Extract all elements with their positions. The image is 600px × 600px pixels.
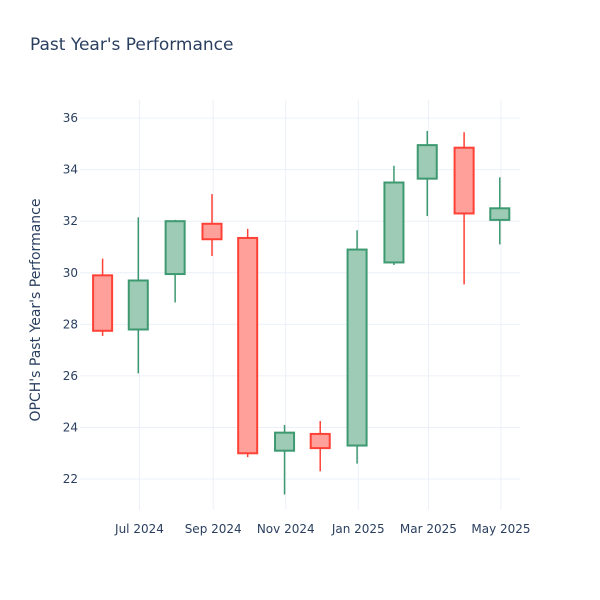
- candle-body: [453, 146, 475, 215]
- y-tick-label: 22: [63, 472, 78, 486]
- candle-body: [489, 207, 511, 221]
- candle-decreasing: [237, 228, 259, 458]
- candle-body: [201, 222, 223, 241]
- y-tick-label: 30: [63, 266, 78, 280]
- y-tick-label: 36: [63, 111, 78, 125]
- candle-body: [346, 248, 368, 447]
- candle-body: [127, 279, 149, 331]
- candle-increasing: [127, 217, 149, 374]
- candle-body: [92, 274, 114, 332]
- candle-increasing: [346, 230, 368, 464]
- x-tick-label: Mar 2025: [400, 522, 457, 536]
- candle-body: [309, 432, 331, 450]
- y-axis-title: OPCH's Past Year's Performance: [28, 199, 44, 422]
- plot-area: [80, 100, 520, 510]
- candle-body: [164, 220, 186, 276]
- chart-title: Past Year's Performance: [30, 35, 234, 55]
- candle-increasing: [416, 130, 438, 217]
- candle-body: [416, 144, 438, 180]
- x-tick-label: Nov 2024: [257, 522, 315, 536]
- y-tick-label: 28: [63, 317, 78, 331]
- x-tick-label: Jul 2024: [114, 522, 164, 536]
- candle-decreasing: [201, 194, 223, 257]
- y-tick-label: 32: [63, 214, 78, 228]
- candle-increasing: [164, 219, 186, 303]
- y-tick-label: 26: [63, 369, 78, 383]
- candle-body: [383, 181, 405, 264]
- candle-body: [237, 236, 259, 455]
- y-axis-ticks: 22 24 26 28 30 32 34 36: [63, 111, 78, 486]
- candle-decreasing: [92, 258, 114, 336]
- y-tick-label: 34: [63, 163, 78, 177]
- candles: [92, 130, 511, 495]
- x-tick-label: May 2025: [471, 522, 530, 536]
- x-axis-ticks: Jul 2024 Sep 2024 Nov 2024 Jan 2025 Mar 2025…: [114, 522, 531, 536]
- x-tick-label: Jan 2025: [331, 522, 385, 536]
- candle-body: [274, 431, 296, 452]
- candle-decreasing: [309, 421, 331, 472]
- candle-increasing: [383, 165, 405, 266]
- candle-decreasing: [453, 132, 475, 285]
- candle-increasing: [489, 177, 511, 245]
- x-tick-label: Sep 2024: [185, 522, 242, 536]
- candle-increasing: [274, 424, 296, 495]
- y-tick-label: 24: [63, 420, 78, 434]
